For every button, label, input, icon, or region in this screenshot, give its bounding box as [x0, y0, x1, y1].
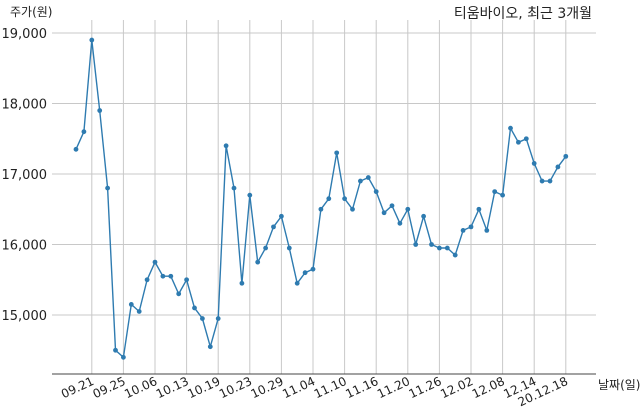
data-point	[508, 125, 513, 131]
data-point	[247, 192, 253, 198]
data-point	[255, 259, 261, 265]
series	[73, 37, 569, 360]
data-point	[136, 309, 142, 314]
data-point	[563, 153, 569, 159]
data-point	[555, 164, 561, 170]
data-point	[413, 242, 419, 247]
data-point	[444, 245, 450, 251]
data-point	[468, 224, 474, 230]
data-point	[437, 245, 442, 251]
y-tick-labels: 15,000 16,000 17,000 18,000 19,000	[2, 27, 48, 324]
data-point	[200, 316, 205, 321]
data-point	[176, 291, 182, 297]
data-point	[81, 129, 87, 135]
data-point	[279, 213, 284, 219]
data-point	[421, 213, 426, 219]
data-point	[184, 277, 190, 283]
data-point	[113, 347, 118, 353]
data-point	[334, 150, 340, 156]
data-point	[500, 192, 505, 198]
data-point	[539, 178, 545, 184]
y-tick-label: 17,000	[2, 168, 48, 183]
data-point	[160, 273, 166, 279]
data-point	[263, 245, 268, 251]
y-tick-label: 16,000	[2, 239, 48, 254]
y-tick-label: 18,000	[2, 98, 48, 113]
data-point	[294, 280, 300, 286]
grid	[52, 20, 596, 374]
y-axis-label: 주가(원)	[10, 5, 52, 19]
data-point	[152, 259, 158, 265]
data-point	[302, 270, 308, 276]
data-point	[531, 161, 537, 166]
x-axis-label: 날짜(일)	[598, 378, 640, 392]
data-point	[121, 354, 126, 360]
data-point	[381, 210, 387, 216]
data-point	[286, 245, 292, 251]
data-point	[492, 189, 498, 195]
data-point	[168, 273, 174, 279]
data-point	[350, 206, 355, 212]
y-tick-label: 19,000	[2, 27, 48, 42]
data-point	[223, 143, 229, 149]
data-point	[271, 224, 276, 230]
data-point	[405, 206, 411, 212]
data-point	[144, 277, 150, 283]
data-point	[318, 206, 324, 212]
data-point	[89, 37, 95, 43]
data-point	[231, 185, 237, 191]
data-point	[389, 203, 395, 209]
data-point	[373, 189, 379, 195]
series-line	[75, 40, 567, 359]
data-point	[239, 280, 245, 286]
x-tick-labels: 09.2109.2510.0610.1310.1910.2310.2911.04…	[59, 374, 570, 409]
data-point	[547, 178, 553, 184]
data-point	[516, 139, 521, 145]
chart-title: 티움바이오, 최근 3개월	[454, 6, 592, 22]
y-tick-label: 15,000	[2, 309, 48, 324]
data-point	[523, 136, 529, 142]
data-point	[73, 146, 79, 152]
data-point	[310, 266, 316, 272]
data-point	[192, 305, 197, 311]
data-point	[326, 196, 332, 202]
data-point	[215, 316, 221, 321]
data-point	[128, 302, 134, 307]
data-point	[358, 178, 363, 184]
data-point	[460, 228, 466, 233]
data-point	[105, 185, 110, 191]
data-point	[97, 108, 103, 113]
data-point	[429, 242, 434, 247]
data-point	[365, 175, 371, 180]
data-point	[476, 206, 482, 212]
data-point	[452, 252, 458, 258]
data-point	[397, 220, 403, 226]
data-point	[484, 228, 490, 233]
data-point	[207, 344, 213, 350]
data-point	[342, 196, 347, 202]
